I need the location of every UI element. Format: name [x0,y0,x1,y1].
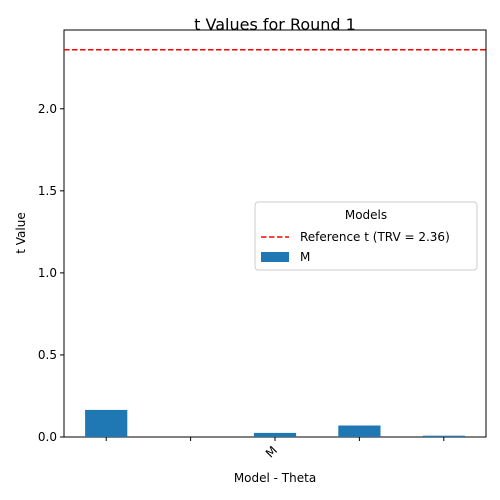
bar [422,435,465,437]
bar [338,425,381,437]
legend-series-swatch [261,252,289,262]
y-axis: 0.0 0.5 1.0 1.5 2.0 [38,102,64,444]
legend: Models Reference t (TRV = 2.36) M [254,201,478,271]
legend-reference-label: Reference t (TRV = 2.36) [300,230,450,244]
x-axis-label: Model - Theta [234,471,316,485]
legend-title: Models [345,208,387,222]
chart-title: t Values for Round 1 [194,15,356,34]
bar [85,409,128,437]
y-tick-label: 0.0 [38,430,57,444]
legend-box [254,201,478,271]
y-tick-label: 1.5 [38,184,57,198]
legend-series-label: M [300,250,310,264]
bar-group [85,409,465,437]
x-tick-label: M [263,443,280,460]
x-axis: M [105,437,445,460]
y-tick-label: 2.0 [38,102,57,116]
y-axis-label: t Value [14,212,28,253]
y-tick-label: 1.0 [38,266,57,280]
bar [253,432,297,437]
y-tick-label: 0.5 [38,348,57,362]
